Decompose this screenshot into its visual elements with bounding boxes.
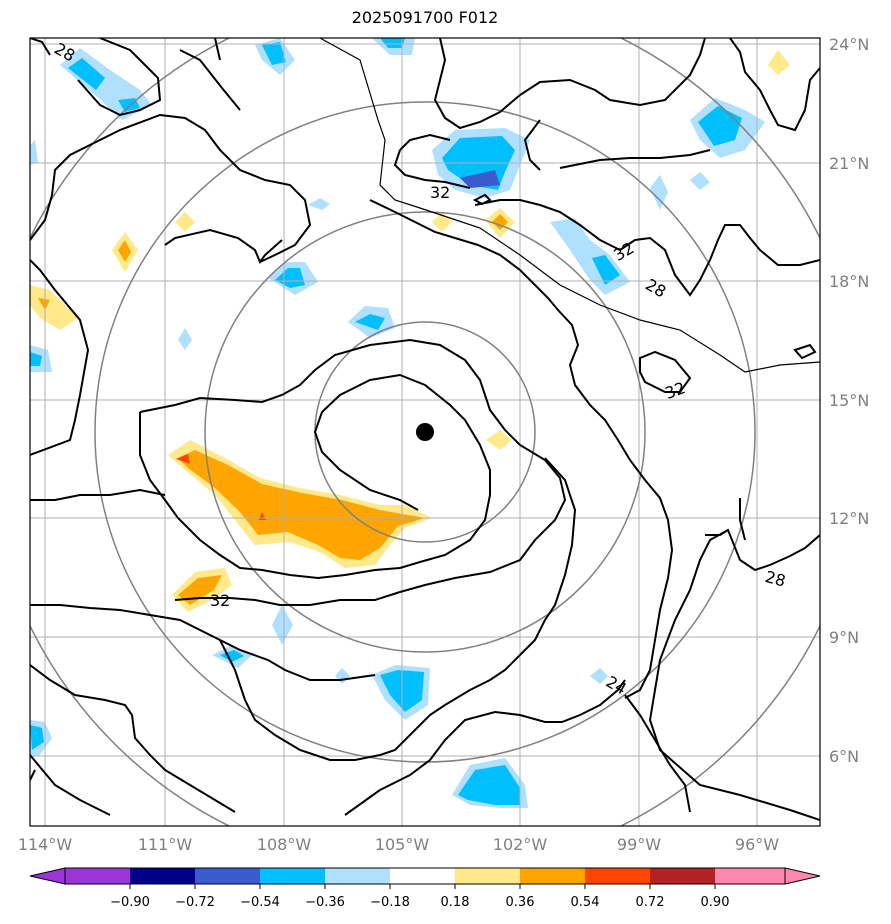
graticule <box>30 38 820 826</box>
contour-label: 28 <box>763 567 788 591</box>
colorbar-tick-label: 0.36 <box>506 895 535 910</box>
colorbar-segment <box>390 868 455 884</box>
colorbar-tick-label: 0.90 <box>701 895 730 910</box>
lon-label: 114°W <box>18 835 73 854</box>
colorbar-segment <box>650 868 715 884</box>
colorbar-segment <box>520 868 585 884</box>
colorbar-segment <box>325 868 390 884</box>
longitude-labels: 114°W 111°W 108°W 105°W 102°W 99°W 96°W <box>18 835 779 854</box>
lat-label: 15°N <box>829 391 869 410</box>
map-title: 2025091700 F012 <box>351 8 499 27</box>
colorbar-segment <box>130 868 195 884</box>
lon-label: 96°W <box>735 835 779 854</box>
colorbar-tick-label: −0.90 <box>110 895 150 910</box>
colorbar-tick-label: −0.72 <box>175 895 215 910</box>
colorbar-segment <box>65 868 130 884</box>
map-frame <box>29 37 821 827</box>
colorbar-tick-label: −0.36 <box>305 895 345 910</box>
lat-label: 12°N <box>829 509 869 528</box>
latitude-labels: 24°N 21°N 18°N 15°N 12°N 9°N 6°N <box>829 35 869 766</box>
storm-center-marker <box>416 423 434 441</box>
lon-label: 111°W <box>138 835 193 854</box>
colorbar-tick-label: 0.54 <box>571 895 600 910</box>
colorbar-tick-label: 0.72 <box>636 895 665 910</box>
lat-label: 9°N <box>829 628 859 647</box>
colorbar-segment <box>715 868 785 884</box>
anomaly-fills <box>30 38 790 808</box>
lon-label: 108°W <box>257 835 312 854</box>
lat-label: 18°N <box>829 272 869 291</box>
contour-label: 32 <box>430 183 450 202</box>
contours <box>30 38 820 821</box>
colorbar-segment <box>455 868 520 884</box>
colorbar-tick-label: −0.18 <box>370 895 410 910</box>
lon-label: 102°W <box>493 835 548 854</box>
coastline <box>319 38 820 373</box>
colorbar-segment <box>195 868 260 884</box>
lon-label: 105°W <box>375 835 430 854</box>
colorbar-tick-label: 0.18 <box>441 895 470 910</box>
lat-label: 24°N <box>829 35 869 54</box>
colorbar-left-extend <box>29 867 66 885</box>
lat-label: 6°N <box>829 747 859 766</box>
colorbar: −0.90 −0.72 −0.54 −0.36 −0.18 0.18 0.36 … <box>29 867 821 910</box>
colorbar-right-extend <box>784 867 821 885</box>
colorbar-segment <box>260 868 325 884</box>
colorbar-tick-label: −0.54 <box>240 895 280 910</box>
colorbar-segment <box>585 868 650 884</box>
contour-label: 32 <box>210 591 230 610</box>
lon-label: 99°W <box>617 835 661 854</box>
lat-label: 21°N <box>829 154 869 173</box>
